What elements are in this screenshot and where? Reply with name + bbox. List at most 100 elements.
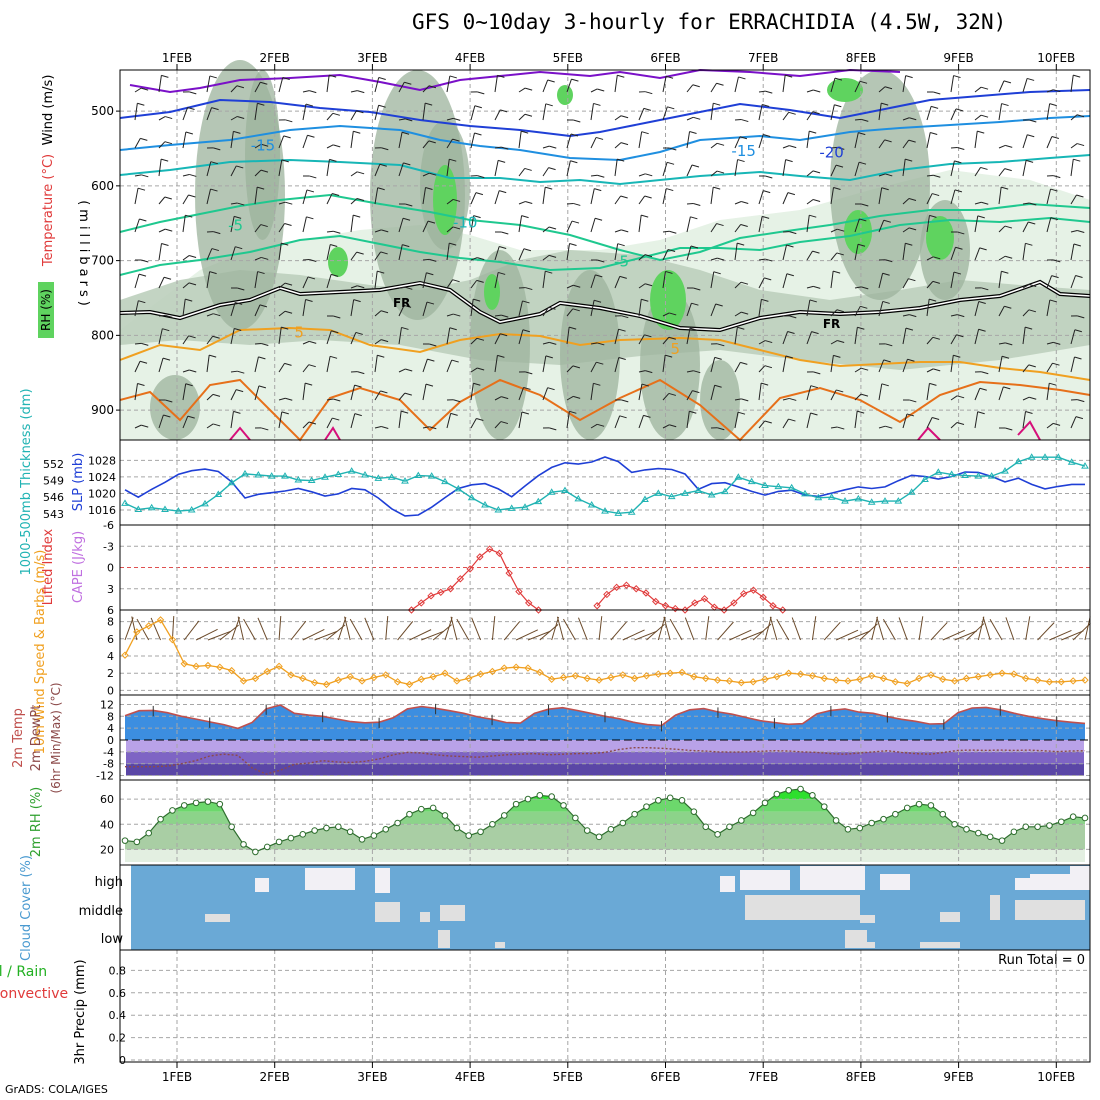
rh-point bbox=[892, 810, 899, 818]
wind-barb-flag bbox=[281, 242, 289, 246]
thickness-point bbox=[934, 468, 943, 475]
wind-barb bbox=[326, 417, 333, 429]
wind-barb bbox=[902, 198, 910, 205]
wind-barb-flag bbox=[740, 361, 748, 365]
wind-barb bbox=[494, 272, 499, 289]
wind-barb bbox=[158, 141, 166, 149]
li-point bbox=[485, 545, 494, 553]
wind-barb bbox=[662, 336, 670, 345]
rh-point bbox=[228, 823, 235, 831]
wind-barb bbox=[326, 112, 334, 121]
wind-barb bbox=[710, 142, 718, 149]
wind-barb-flag bbox=[929, 298, 937, 302]
wind-barb bbox=[182, 107, 189, 121]
wind-barb-flag bbox=[786, 273, 794, 277]
wind-barb bbox=[686, 303, 692, 317]
wind-barb-flag bbox=[837, 228, 845, 232]
x-tick-bottom: 5FEB bbox=[553, 1070, 583, 1084]
wind-barb bbox=[1022, 309, 1030, 317]
wind-barb-flag bbox=[209, 271, 217, 275]
wind-point bbox=[536, 668, 544, 677]
wind-barb bbox=[638, 299, 642, 317]
wind-barb bbox=[998, 187, 1002, 205]
cloud-high-cell bbox=[255, 878, 269, 892]
wind-barb bbox=[290, 620, 307, 641]
wind-barb bbox=[1049, 629, 1072, 641]
wind-barb-flag bbox=[525, 201, 533, 205]
wind-barb-flag bbox=[138, 273, 147, 277]
precip-panel: 0 0.2 0.4 0.6 0.8 Run Total = 0 3hr Precip (mm… bbox=[0, 950, 1090, 1067]
rh-dark-area bbox=[830, 70, 930, 300]
cloud-bg bbox=[131, 865, 1090, 950]
wind-barb-flag bbox=[834, 77, 843, 81]
slp-line bbox=[124, 456, 1085, 517]
rh-point bbox=[939, 810, 947, 818]
wind-barb bbox=[350, 171, 358, 177]
wind-barb bbox=[974, 388, 981, 401]
wind-barb bbox=[254, 385, 260, 401]
thickness-point bbox=[1001, 467, 1009, 474]
wind-barb-flag bbox=[813, 371, 821, 375]
temp-tick: 12 bbox=[100, 698, 114, 711]
wind-barb bbox=[871, 616, 879, 641]
wind-barb bbox=[950, 355, 954, 373]
wind-point bbox=[808, 672, 817, 680]
li-tick: -3 bbox=[103, 540, 114, 553]
wind-barb-flag bbox=[595, 136, 604, 140]
thickness-point bbox=[827, 493, 836, 500]
wind-barb-flag bbox=[500, 333, 508, 337]
wind-barb-flag bbox=[787, 192, 796, 196]
wind-point bbox=[1045, 678, 1054, 686]
cloud-mid-cell bbox=[920, 942, 960, 948]
wind-barb-flag bbox=[1004, 168, 1012, 172]
rh-point bbox=[963, 825, 970, 833]
wind-barb bbox=[876, 616, 884, 641]
wind-barb-flag bbox=[645, 370, 653, 374]
wind-barb bbox=[150, 617, 162, 641]
rh-high-area bbox=[433, 165, 457, 235]
wind-barb bbox=[518, 215, 523, 233]
wind-barb bbox=[494, 146, 502, 149]
wind-barb-flag bbox=[689, 131, 697, 134]
wind-barb-flag bbox=[165, 228, 173, 232]
wind-barb bbox=[134, 274, 140, 289]
wind-barb-flag bbox=[621, 399, 629, 403]
wind-barb bbox=[902, 314, 910, 317]
cloud-mid-cell bbox=[440, 905, 465, 921]
wind-barb-flag bbox=[329, 355, 338, 359]
wind-barb bbox=[634, 630, 658, 641]
wind-barb-flag bbox=[645, 91, 653, 95]
wind-barb bbox=[350, 110, 357, 121]
wind-barb bbox=[302, 216, 307, 233]
wind-barb bbox=[344, 616, 351, 641]
wind-barb bbox=[950, 75, 955, 93]
wind-barb-flag bbox=[643, 107, 651, 111]
x-tick-top: 9FEB bbox=[943, 51, 973, 65]
wind-barb-flag bbox=[261, 143, 269, 147]
wind-barb bbox=[590, 423, 598, 429]
thick-tick: 552 bbox=[43, 458, 64, 471]
wind-barb bbox=[158, 243, 162, 261]
thickness-point bbox=[1014, 457, 1023, 465]
thickness-point bbox=[427, 472, 436, 479]
wind-barb-flag bbox=[210, 188, 218, 192]
wind-barb-flag bbox=[765, 258, 773, 262]
wind-barb bbox=[686, 328, 691, 345]
slp-panel: 1016 1020 1024 1028 543 546 549 552 1000-500mb T… bbox=[19, 388, 1090, 576]
wind-barb-flag bbox=[549, 341, 557, 345]
wind-barb bbox=[444, 616, 453, 641]
wind-barb bbox=[622, 629, 645, 641]
wind-point bbox=[927, 671, 935, 679]
thickness-point bbox=[347, 467, 356, 474]
wind-barb bbox=[1037, 622, 1055, 641]
wind-barb-flag bbox=[593, 299, 602, 303]
wind-barb-flag bbox=[883, 359, 891, 363]
thickness-point bbox=[747, 477, 756, 485]
label-li: Lifted Index bbox=[41, 528, 56, 605]
wind-barb-flag bbox=[641, 131, 649, 135]
x-tick-bottom: 2FEB bbox=[260, 1070, 290, 1084]
wind-barb bbox=[1022, 243, 1026, 261]
wind-barb bbox=[1046, 341, 1054, 345]
wind-barb-flag bbox=[861, 286, 869, 290]
wind-barb-flag bbox=[213, 313, 221, 317]
